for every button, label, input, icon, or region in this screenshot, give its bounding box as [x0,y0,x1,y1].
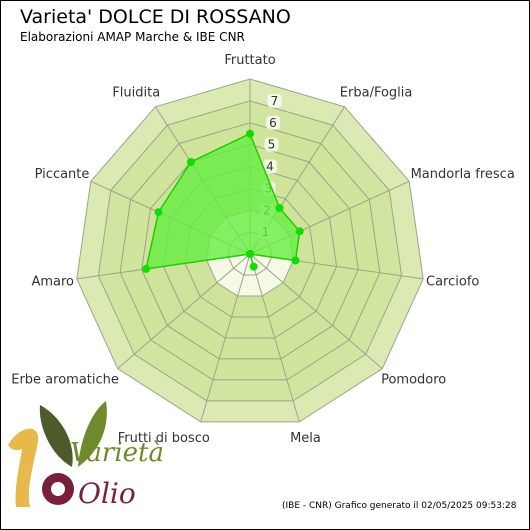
logo-word-varieta: Varietà [70,438,164,468]
axis-label-1: Fruttato [224,53,275,68]
data-point-6 [249,262,258,271]
data-point-4 [291,256,300,265]
varieta-olio-logo: Varietà Olio [8,401,164,510]
chart-footer: (IBE - CNR) Grafico generato il 02/05/20… [282,501,517,511]
data-point-1 [246,129,254,138]
grid-spoke-6 [249,253,300,423]
axis-label-5: Pomodoro [381,373,446,388]
data-point-8 [246,250,254,258]
tick-label-bg [267,93,282,108]
data-point-11 [186,158,195,166]
radar-series [142,129,304,273]
grid-spoke-7 [200,253,251,423]
data-point-10 [154,208,163,217]
data-point-2 [275,204,284,212]
axis-label-4: Carciofo [426,274,479,289]
tick-label-bg [266,115,280,130]
tick-label: 4 [266,160,274,174]
axis-label-9: Amaro [31,274,74,289]
radar-axis-labels: Fruttato Erba/Foglia Mandorla fresca Carcio… [11,53,515,446]
grid-spoke-8 [117,253,251,369]
tick-label: 6 [269,116,277,130]
logo-one-shape [8,428,39,507]
grid-spoke-5 [249,253,383,369]
tick-label-bg [264,137,279,152]
axis-label-7: Frutti di bosco [118,431,210,446]
tick-label-bg [263,159,277,174]
axis-label-8: Erbe aromatiche [11,373,119,388]
axis-label-6: Mela [290,431,321,446]
tick-label: 7 [271,94,279,108]
chart-title: Varieta' DOLCE DI ROSSANO [20,6,291,28]
logo-leaf-dark [39,405,73,467]
data-point-3 [295,227,304,236]
data-point-9 [142,264,151,273]
tick-label: 5 [268,138,276,152]
logo-word-olio: Olio [78,477,136,510]
axis-label-2: Erba/Foglia [340,86,413,101]
logo-o-hole [51,482,65,496]
chart-subtitle: Elaborazioni AMAP Marche & IBE CNR [20,30,245,44]
axis-label-11: Fluidita [112,86,160,101]
logo-leaf-green [78,401,107,467]
axis-label-3: Mandorla fresca [411,167,515,182]
axis-label-10: Piccante [35,167,90,182]
